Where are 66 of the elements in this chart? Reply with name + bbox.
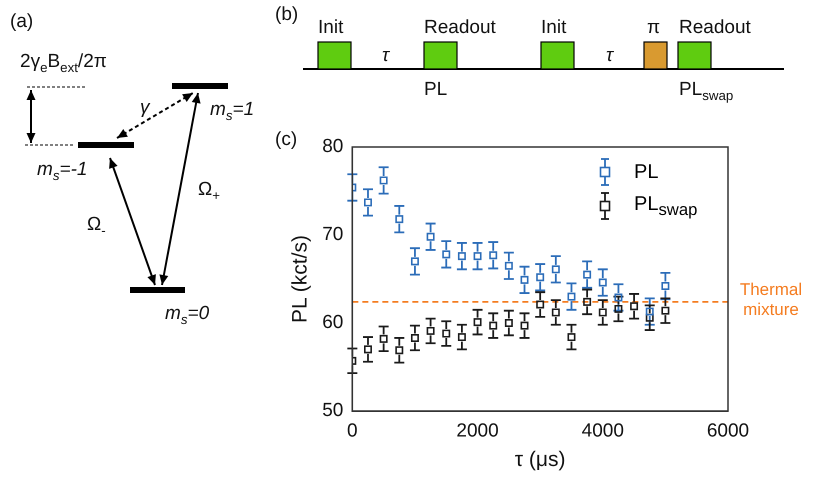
point [364,198,372,206]
point [364,345,372,354]
x-axis-title: τ (μs) [514,448,566,472]
point [630,302,638,310]
point [410,334,419,342]
point [410,257,419,266]
point [552,265,560,274]
point [536,300,544,308]
text: m$_{s}$=0 [165,303,210,327]
legend-label: PL$_{swap}$ [634,192,698,220]
x-tick-label: 6000 [706,420,750,442]
point [552,308,560,316]
point [380,334,388,343]
point [614,304,622,313]
text: PL$_{swap}$ [679,79,734,103]
text: PL [424,79,448,100]
point [614,294,622,302]
x-tick-label: 4000 [582,420,624,442]
y-tick-label: 80 [322,136,344,158]
point [520,322,528,330]
point [504,319,513,327]
text: Init [541,17,566,38]
point [646,314,654,322]
point [536,273,544,282]
point [458,252,466,260]
point [661,306,670,315]
y-tick-label: 50 [322,400,344,422]
point [646,308,654,316]
point [567,292,576,301]
point [583,270,592,279]
text: π [647,17,660,38]
point [598,278,607,286]
text: τ [382,45,390,66]
text: Readout [679,17,751,38]
point [395,215,404,224]
text: (a) [10,11,34,32]
point [442,330,450,338]
point [489,322,498,330]
point [442,250,450,258]
point [426,326,435,335]
point [583,298,592,306]
point [567,333,576,342]
text: τ [606,45,614,66]
point [489,251,498,260]
legend-label: PL [634,160,658,184]
point [395,346,404,354]
point [520,276,528,284]
x-tick-label: 0 [347,420,358,442]
point [598,308,607,316]
point [380,176,388,184]
y-tick-label: 70 [322,224,344,246]
point [661,282,670,290]
point [426,232,435,241]
point [474,318,482,326]
point [474,252,482,260]
x-tick-label: 2000 [456,420,499,442]
text: 2γ$_{e}$B$_{ext}$/2π [20,51,107,75]
y-axis-title: PL (kct/s) [288,235,312,323]
text: Init [318,17,344,38]
text: (c) [275,129,298,150]
text: (b) [275,4,298,25]
text: Readout [424,17,496,38]
y-tick-label: 60 [322,312,344,334]
point [458,333,466,342]
ref-line-label: Thermal mixture [738,280,804,320]
point [504,262,513,270]
